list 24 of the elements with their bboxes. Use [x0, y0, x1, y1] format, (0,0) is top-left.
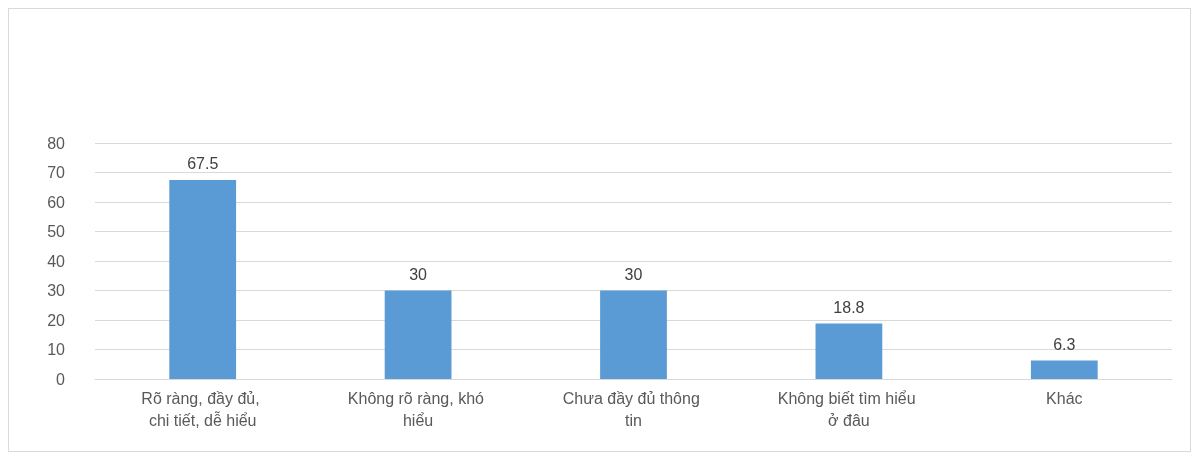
data-label: 67.5 [187, 155, 219, 173]
x-tick-label: Chưa đầy đủ thông tin [562, 389, 705, 429]
x-tick-label: Khác [1046, 389, 1083, 407]
y-tick-label: 30 [47, 282, 66, 299]
x-tick-label: Rõ ràng, đầy đủ, chi tiết, dễ hiểu [141, 389, 265, 429]
y-tick-label: 70 [47, 164, 66, 181]
y-tick-label: 80 [47, 134, 66, 152]
data-label: 30 [624, 266, 643, 283]
x-tick-label: Không biết tìm hiểu ở đâu [777, 389, 921, 429]
data-label: 18.8 [833, 299, 865, 317]
data-label: 6.3 [1053, 335, 1076, 353]
bar [169, 179, 237, 379]
y-tick-label: 40 [47, 252, 66, 270]
y-tick-label: 60 [47, 193, 66, 211]
y-tick-label: 50 [47, 223, 66, 240]
y-tick-label: 20 [47, 311, 66, 329]
bar [600, 290, 667, 379]
bar [815, 323, 883, 379]
data-label: 30 [409, 266, 428, 283]
bar [384, 290, 452, 379]
x-tick-label: Không rõ ràng, khó hiểu [347, 389, 489, 429]
y-tick-label: 0 [56, 370, 66, 388]
bar [1030, 360, 1098, 379]
y-tick-label: 10 [47, 341, 66, 358]
